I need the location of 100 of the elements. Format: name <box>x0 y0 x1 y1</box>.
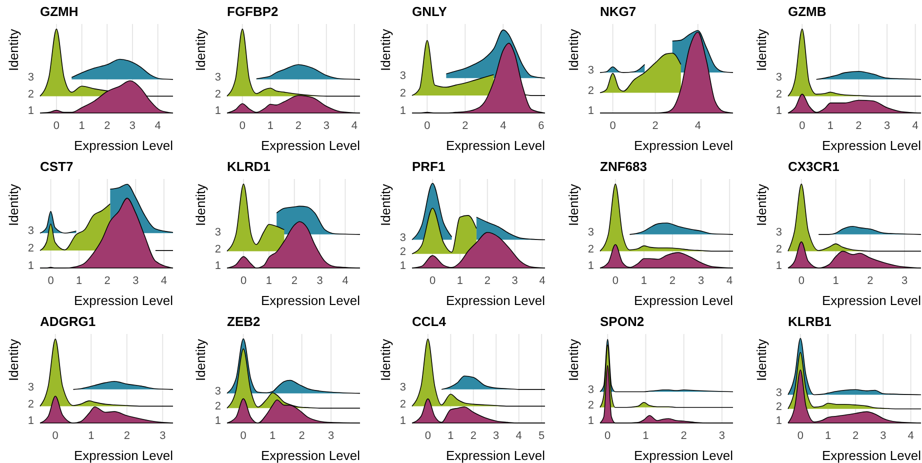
y-tick-label: 3 <box>28 72 34 84</box>
y-tick-label: 2 <box>776 400 782 413</box>
y-tick-label: 2 <box>28 398 34 410</box>
x-axis-title: Expression Level <box>261 293 360 308</box>
x-tick-label: 0 <box>424 120 430 132</box>
x-tick-label: 3 <box>316 275 323 287</box>
y-axis-title: Identity <box>193 28 208 71</box>
x-tick-label: 2 <box>856 120 862 132</box>
chart-title: SPON2 <box>600 314 644 329</box>
x-axis-title: Expression Level <box>634 293 734 308</box>
x-tick-label: 1 <box>824 430 832 442</box>
y-tick-label: 2 <box>28 242 34 255</box>
y-axis-title: Identity <box>6 338 21 381</box>
chart-title: GNLY <box>412 4 448 19</box>
y-tick-label: 3 <box>214 72 221 84</box>
x-tick-label: 2 <box>291 275 298 287</box>
y-tick-label: 3 <box>400 232 406 244</box>
x-tick-label: 3 <box>901 275 908 287</box>
x-tick-label: 1 <box>448 430 454 442</box>
x-axis-title: Expression Level <box>74 293 174 308</box>
y-tick-label: 3 <box>776 226 782 239</box>
y-tick-label: 2 <box>776 88 782 100</box>
x-tick-label: 0 <box>799 120 806 132</box>
x-tick-label: 0 <box>798 275 804 287</box>
x-tick-label: 0 <box>53 120 60 132</box>
x-tick-label: 4 <box>726 275 733 287</box>
x-tick-label: 3 <box>323 120 330 132</box>
y-axis-title: Identity <box>6 184 21 226</box>
x-tick-label: 4 <box>351 120 358 132</box>
y-tick-label: 1 <box>28 105 34 118</box>
x-tick-label: 1 <box>78 120 85 132</box>
chart-title: CCL4 <box>412 314 447 329</box>
y-axis-title: Identity <box>566 28 581 71</box>
y-tick-label: 3 <box>214 226 221 239</box>
y-tick-label: 2 <box>588 399 594 412</box>
y-tick-label: 3 <box>400 382 406 394</box>
x-tick-label: 4 <box>154 120 161 132</box>
x-tick-label: 2 <box>104 275 110 287</box>
x-tick-label: 2 <box>680 430 687 442</box>
y-axis-title: Identity <box>566 338 581 381</box>
y-tick-label: 1 <box>776 415 782 428</box>
x-tick-label: 3 <box>718 430 726 442</box>
y-tick-label: 1 <box>776 105 782 118</box>
chart-title: KLRD1 <box>227 159 270 174</box>
y-tick-label: 2 <box>588 84 594 97</box>
x-tick-label: 3 <box>880 430 886 442</box>
x-tick-label: 2 <box>298 430 305 442</box>
y-tick-label: 1 <box>400 105 406 118</box>
y-axis-title: Identity <box>566 184 581 226</box>
chart-title: FGFBP2 <box>227 4 278 19</box>
y-axis-title: Identity <box>754 184 769 226</box>
x-tick-label: 4 <box>694 120 701 132</box>
y-tick-label: 2 <box>214 400 221 412</box>
x-tick-label: 2 <box>124 430 130 442</box>
x-tick-label: 2 <box>295 120 302 132</box>
x-axis-title: Expression Level <box>634 448 734 463</box>
x-tick-label: 0 <box>239 120 246 132</box>
x-tick-label: 1 <box>456 275 464 287</box>
y-axis-title: Identity <box>378 184 393 226</box>
x-tick-label: 4 <box>539 275 546 287</box>
y-tick-label: 1 <box>588 260 594 272</box>
y-tick-label: 1 <box>28 260 34 272</box>
y-tick-label: 3 <box>400 70 406 82</box>
x-tick-label: 5 <box>538 430 545 442</box>
y-tick-label: 3 <box>588 64 594 77</box>
x-tick-label: 1 <box>88 430 94 442</box>
x-tick-label: 3 <box>160 430 166 442</box>
x-tick-label: 2 <box>652 120 658 132</box>
chart-title: ZEB2 <box>227 314 260 329</box>
x-tick-label: 1 <box>640 275 648 287</box>
x-tick-label: 0 <box>430 275 436 287</box>
y-tick-label: 3 <box>588 384 594 396</box>
y-axis-title: Identity <box>754 338 769 381</box>
x-tick-label: 1 <box>266 275 272 287</box>
x-tick-label: 2 <box>470 430 476 442</box>
chart-title: ADGRG1 <box>40 314 96 329</box>
x-tick-label: 0 <box>48 275 54 287</box>
x-axis-title: Expression Level <box>74 448 174 463</box>
chart-title: GZMH <box>40 4 78 19</box>
chart-title: NKG7 <box>600 4 636 19</box>
y-tick-label: 3 <box>28 382 34 394</box>
x-tick-label: 1 <box>270 430 276 442</box>
x-axis-title: Expression Level <box>74 138 174 153</box>
x-tick-label: 0 <box>610 120 616 132</box>
x-tick-label: 4 <box>160 275 168 287</box>
x-axis-title: Expression Level <box>822 293 922 308</box>
x-tick-label: 2 <box>669 275 676 287</box>
y-tick-label: 3 <box>776 386 782 399</box>
y-tick-label: 2 <box>214 88 221 100</box>
x-axis-title: Expression Level <box>261 448 360 463</box>
y-axis-title: Identity <box>6 28 21 71</box>
y-tick-label: 1 <box>214 105 221 118</box>
x-tick-label: 4 <box>342 275 348 287</box>
x-tick-label: 0 <box>604 430 611 442</box>
y-tick-label: 2 <box>400 398 406 410</box>
x-tick-label: 0 <box>424 430 431 442</box>
x-tick-label: 0 <box>52 430 58 442</box>
x-axis-title: Expression Level <box>261 138 360 153</box>
y-tick-label: 1 <box>776 260 782 272</box>
y-axis-title: Identity <box>378 338 393 381</box>
